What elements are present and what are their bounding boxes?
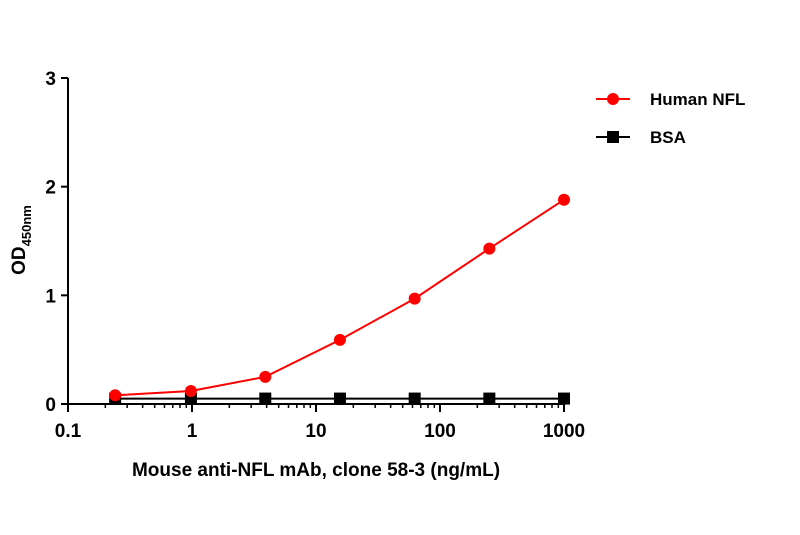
- x-tick-label: 1: [187, 421, 198, 442]
- legend-label: BSA: [650, 128, 686, 147]
- legend: Human NFL BSA: [596, 90, 745, 147]
- data-point: [483, 392, 496, 405]
- x-tick-label: 100: [424, 421, 456, 442]
- y-tick-label: 1: [45, 286, 56, 307]
- data-point: [408, 292, 421, 305]
- series-layer: [109, 193, 570, 405]
- x-tick-label: 10: [305, 421, 326, 442]
- data-point: [333, 392, 346, 405]
- y-axis-title-main: OD: [9, 246, 30, 275]
- series-bsa: [109, 392, 570, 405]
- legend-marker: [607, 93, 619, 105]
- y-tick-label: 0: [45, 395, 56, 416]
- x-axis-title: Mouse anti-NFL mAb, clone 58-3 (ng/mL): [132, 460, 500, 481]
- data-point: [483, 242, 496, 255]
- data-point: [558, 392, 570, 405]
- data-point: [333, 333, 346, 346]
- legend-marker: [607, 131, 619, 143]
- y-axis-title-sub: 450nm: [19, 205, 34, 246]
- series-line: [115, 198, 565, 397]
- data-point: [184, 384, 197, 397]
- legend-item: Human NFL: [596, 90, 745, 109]
- data-point: [408, 392, 421, 405]
- axes: 0 1 2 3 0.1 1 10 100 1000: [45, 69, 585, 442]
- legend-label: Human NFL: [650, 90, 745, 109]
- series-human-nfl: [109, 193, 570, 402]
- x-tick-label: 0.1: [55, 421, 82, 442]
- data-point: [558, 193, 570, 206]
- legend-item: BSA: [596, 128, 686, 147]
- data-point: [259, 370, 272, 383]
- data-point: [109, 389, 122, 402]
- y-tick-label: 2: [45, 178, 56, 199]
- x-tick-label: 1000: [543, 421, 585, 442]
- y-tick-label: 3: [45, 69, 56, 90]
- y-axis-title: OD450nm: [9, 205, 34, 275]
- data-point: [259, 392, 272, 405]
